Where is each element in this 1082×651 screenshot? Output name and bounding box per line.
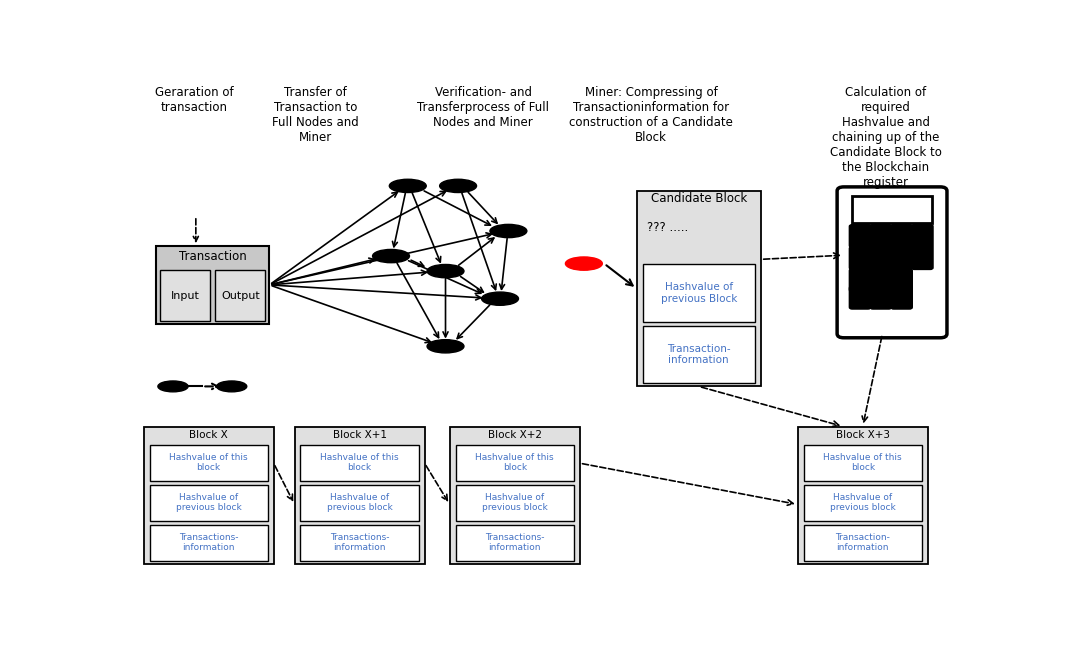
Text: Hashvalue of this
block: Hashvalue of this block bbox=[475, 453, 554, 472]
Text: Block X+3: Block X+3 bbox=[835, 430, 889, 439]
FancyBboxPatch shape bbox=[156, 246, 269, 324]
Text: Block X: Block X bbox=[189, 430, 228, 439]
FancyBboxPatch shape bbox=[456, 484, 573, 521]
FancyBboxPatch shape bbox=[912, 225, 933, 269]
Text: Transaction: Transaction bbox=[179, 249, 247, 262]
FancyBboxPatch shape bbox=[149, 445, 267, 480]
Ellipse shape bbox=[481, 292, 518, 305]
Text: Hashvalue of this
block: Hashvalue of this block bbox=[169, 453, 248, 472]
FancyBboxPatch shape bbox=[456, 525, 573, 561]
Ellipse shape bbox=[490, 225, 527, 238]
Ellipse shape bbox=[216, 381, 247, 392]
Text: ??? .....: ??? ..... bbox=[647, 221, 688, 234]
Text: Transactions-
information: Transactions- information bbox=[485, 533, 544, 553]
Ellipse shape bbox=[427, 264, 464, 278]
Text: Calculation of
required
Hashvalue and
chaining up of the
Candidate Block to
the : Calculation of required Hashvalue and ch… bbox=[830, 86, 941, 189]
Text: Hashvalue of this
block: Hashvalue of this block bbox=[320, 453, 399, 472]
FancyBboxPatch shape bbox=[797, 426, 927, 564]
Text: Transactions-
information: Transactions- information bbox=[330, 533, 390, 553]
FancyBboxPatch shape bbox=[804, 445, 922, 480]
Ellipse shape bbox=[566, 257, 603, 270]
FancyBboxPatch shape bbox=[892, 269, 912, 291]
Text: Hashvalue of
previous block: Hashvalue of previous block bbox=[175, 493, 241, 512]
Ellipse shape bbox=[439, 179, 476, 193]
FancyBboxPatch shape bbox=[643, 264, 755, 322]
Ellipse shape bbox=[427, 340, 464, 353]
Text: Transactions-
information: Transactions- information bbox=[179, 533, 238, 553]
FancyBboxPatch shape bbox=[215, 270, 265, 321]
Ellipse shape bbox=[158, 381, 188, 392]
FancyBboxPatch shape bbox=[149, 525, 267, 561]
FancyBboxPatch shape bbox=[849, 225, 870, 247]
Text: Hashvalue of
previous block: Hashvalue of previous block bbox=[830, 493, 896, 512]
Text: Hashvalue of this
block: Hashvalue of this block bbox=[823, 453, 902, 472]
FancyBboxPatch shape bbox=[450, 426, 580, 564]
FancyBboxPatch shape bbox=[301, 445, 419, 480]
FancyBboxPatch shape bbox=[892, 225, 912, 247]
Text: Hashvalue of
previous block: Hashvalue of previous block bbox=[327, 493, 393, 512]
Ellipse shape bbox=[372, 249, 409, 263]
Text: Candidate Block: Candidate Block bbox=[650, 193, 747, 206]
Text: Input: Input bbox=[171, 290, 200, 301]
FancyBboxPatch shape bbox=[804, 525, 922, 561]
FancyBboxPatch shape bbox=[849, 269, 870, 291]
Text: Block X+1: Block X+1 bbox=[332, 430, 386, 439]
Ellipse shape bbox=[390, 179, 426, 193]
FancyBboxPatch shape bbox=[301, 484, 419, 521]
FancyBboxPatch shape bbox=[294, 426, 424, 564]
FancyBboxPatch shape bbox=[870, 269, 892, 291]
Text: Geraration of
transaction: Geraration of transaction bbox=[155, 86, 234, 114]
FancyBboxPatch shape bbox=[870, 286, 892, 309]
FancyBboxPatch shape bbox=[144, 426, 274, 564]
Text: Block X+2: Block X+2 bbox=[488, 430, 542, 439]
Text: Miner: Compressing of
Transactioninformation for
construction of a Candidate
Blo: Miner: Compressing of Transactioninforma… bbox=[569, 86, 733, 144]
Text: Verification- and
Transferprocess of Full
Nodes and Miner: Verification- and Transferprocess of Ful… bbox=[418, 86, 550, 129]
FancyBboxPatch shape bbox=[456, 445, 573, 480]
FancyBboxPatch shape bbox=[160, 270, 210, 321]
FancyBboxPatch shape bbox=[636, 191, 761, 387]
FancyBboxPatch shape bbox=[643, 326, 755, 383]
FancyBboxPatch shape bbox=[149, 484, 267, 521]
FancyBboxPatch shape bbox=[853, 196, 932, 223]
FancyBboxPatch shape bbox=[849, 247, 870, 269]
FancyBboxPatch shape bbox=[892, 247, 912, 269]
FancyBboxPatch shape bbox=[804, 484, 922, 521]
FancyBboxPatch shape bbox=[837, 187, 947, 338]
Text: Hashvalue of
previous block: Hashvalue of previous block bbox=[481, 493, 547, 512]
FancyBboxPatch shape bbox=[870, 225, 892, 247]
FancyBboxPatch shape bbox=[892, 286, 912, 309]
FancyBboxPatch shape bbox=[301, 525, 419, 561]
Text: Transfer of
Transaction to
Full Nodes and
Miner: Transfer of Transaction to Full Nodes an… bbox=[273, 86, 359, 144]
Text: Output: Output bbox=[221, 290, 260, 301]
Text: Transaction-
information: Transaction- information bbox=[835, 533, 890, 553]
Text: Hashvalue of
previous Block: Hashvalue of previous Block bbox=[661, 282, 737, 304]
Text: Transaction-
information: Transaction- information bbox=[667, 344, 730, 365]
FancyBboxPatch shape bbox=[870, 247, 892, 269]
FancyBboxPatch shape bbox=[849, 286, 870, 309]
